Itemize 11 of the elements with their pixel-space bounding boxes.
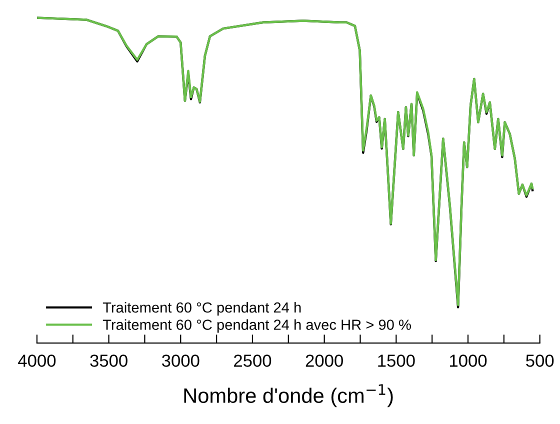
x-tick-label: 2000	[306, 354, 343, 367]
x-axis-title: Nombre d'onde (cm$^{−1}$)	[184, 384, 393, 408]
x-tick-label: 4000	[18, 354, 56, 367]
x-tick-label: 1000	[450, 354, 487, 367]
x-tick-label: 2500	[234, 354, 272, 367]
legend-label: Traitement 60 °C pendant 24 h avec HR > 90 %	[102, 319, 411, 333]
x-tick-label: 3500	[90, 354, 128, 367]
x-tick-label: 3000	[162, 354, 200, 367]
x-tick-label: 1500	[378, 354, 415, 367]
x-tick-label: 500	[526, 354, 554, 367]
legend-label: Traitement 60 °C pendant 24 h	[102, 302, 301, 316]
